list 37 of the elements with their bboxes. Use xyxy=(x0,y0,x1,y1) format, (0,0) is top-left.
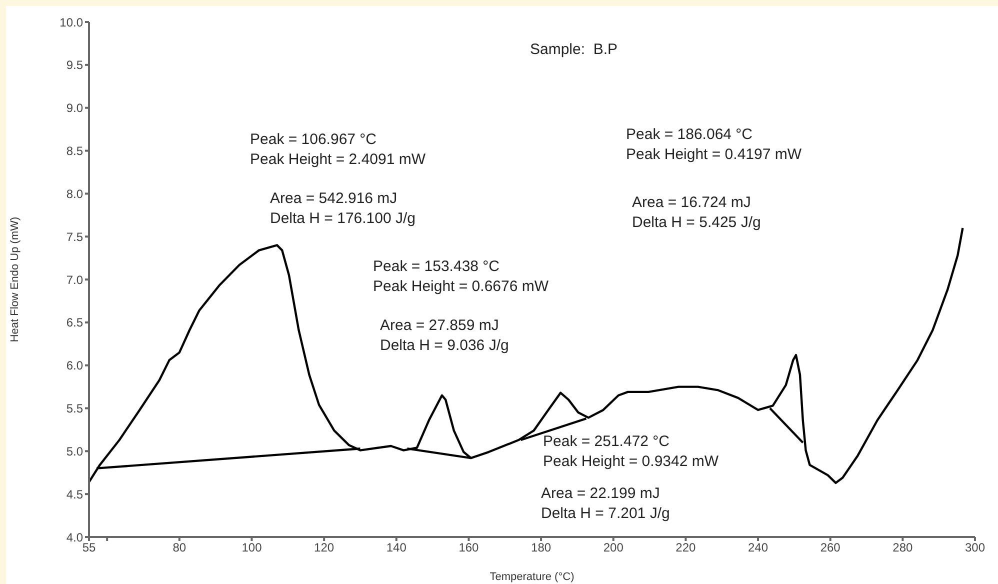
x-tick-label: 240 xyxy=(748,540,768,555)
x-tick-label: 280 xyxy=(892,540,914,555)
x-tick-label: 260 xyxy=(820,540,841,555)
y-axis-title: Heat Flow Endo Up (mW) xyxy=(8,216,21,342)
annotation: Area = 27.859 mJ Delta H = 9.036 J/g xyxy=(380,316,509,356)
x-axis-title: Temperature (°C) xyxy=(490,571,574,583)
y-tick-label: 7.0 xyxy=(66,272,84,287)
y-tick-label: 8.5 xyxy=(66,144,84,158)
y-tick-label: 8.0 xyxy=(66,186,84,201)
x-tick-label: 140 xyxy=(386,540,407,555)
y-tick-label: 4.0 xyxy=(66,530,84,544)
x-tick-label: 200 xyxy=(603,540,624,555)
y-tick-label: 9.0 xyxy=(66,101,84,116)
annotation: Peak = 186.064 °C Peak Height = 0.4197 mW xyxy=(626,125,802,165)
y-tick-label: 9.5 xyxy=(66,58,84,72)
x-tick-label: 220 xyxy=(676,540,696,555)
x-tick-label: 100 xyxy=(242,540,262,555)
y-tick-label: 5.5 xyxy=(66,402,84,416)
annotation: Area = 542.916 mJ Delta H = 176.100 J/g xyxy=(270,189,416,229)
y-tick-label: 5.0 xyxy=(66,444,84,458)
annotation: Sample: B.P xyxy=(530,40,618,60)
y-tick-label: 6.0 xyxy=(66,358,84,373)
x-tick-label: 80 xyxy=(172,540,186,555)
annotation: Area = 16.724 mJ Delta H = 5.425 J/g xyxy=(632,193,761,233)
y-tick-label: 6.5 xyxy=(66,316,84,330)
y-tick-label: 7.5 xyxy=(66,230,84,244)
annotation: Area = 22.199 mJ Delta H = 7.201 J/g xyxy=(541,484,670,524)
x-tick-label: 120 xyxy=(314,540,334,555)
y-tick-label: 4.5 xyxy=(66,487,84,502)
annotation: Peak = 153.438 °C Peak Height = 0.6676 mW xyxy=(373,257,549,297)
annotation: Peak = 106.967 °C Peak Height = 2.4091 mW xyxy=(250,130,426,170)
x-tick-label: 55 xyxy=(82,540,96,555)
x-tick-label: 300 xyxy=(964,540,986,555)
annotation: Peak = 251.472 °C Peak Height = 0.9342 mW xyxy=(543,432,719,472)
x-tick-label: 180 xyxy=(531,540,552,555)
y-tick-label: 10.0 xyxy=(60,15,84,30)
x-tick-label: 160 xyxy=(458,540,480,555)
